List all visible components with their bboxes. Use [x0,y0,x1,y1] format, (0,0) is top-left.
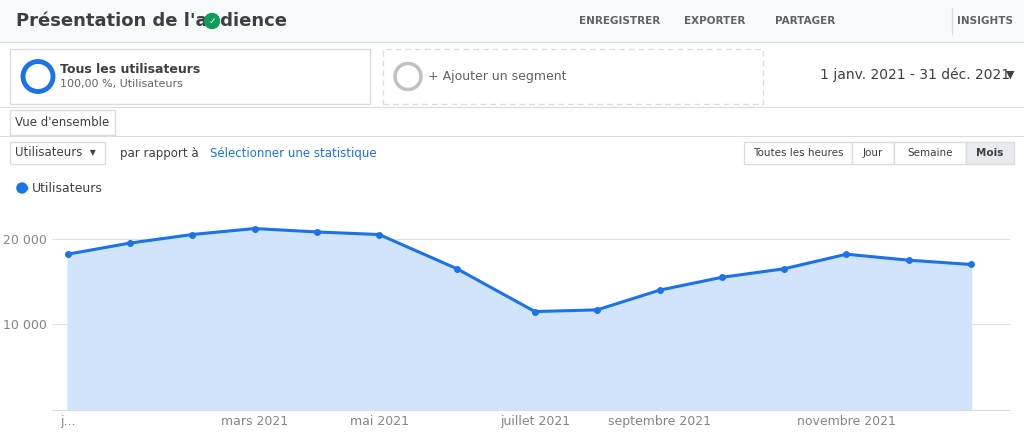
Text: Semaine: Semaine [907,148,952,158]
Point [59,251,76,258]
Point [371,231,387,238]
Point [714,274,730,281]
Text: EXPORTER: EXPORTER [684,16,745,26]
Text: Jour: Jour [863,148,883,158]
Point [900,257,916,264]
Point [308,229,325,236]
Circle shape [17,183,27,193]
Bar [0,0,1024,42]
FancyBboxPatch shape [10,142,105,164]
FancyBboxPatch shape [852,142,894,164]
Text: 100,00 %, Utilisateurs: 100,00 %, Utilisateurs [60,80,183,89]
Text: par rapport à: par rapport à [120,146,199,159]
Point [651,286,668,293]
Text: ✓: ✓ [208,17,216,25]
Point [776,265,793,272]
Text: Utilisateurs: Utilisateurs [32,181,102,194]
Text: ENREGISTRER: ENREGISTRER [580,16,660,26]
Point [839,251,855,258]
Text: Mois: Mois [976,148,1004,158]
Text: Utilisateurs  ▾: Utilisateurs ▾ [14,146,95,159]
Circle shape [205,14,219,28]
FancyBboxPatch shape [10,49,370,104]
FancyBboxPatch shape [383,49,763,104]
Point [184,231,201,238]
Text: Tous les utilisateurs: Tous les utilisateurs [60,63,201,76]
Text: Toutes les heures: Toutes les heures [753,148,843,158]
FancyBboxPatch shape [744,142,852,164]
Point [247,225,263,232]
Point [526,308,543,315]
Text: Vue d'ensemble: Vue d'ensemble [15,116,110,129]
Text: 1 janv. 2021 - 31 déc. 2021: 1 janv. 2021 - 31 déc. 2021 [820,67,1010,82]
Point [122,240,138,247]
Point [589,306,605,313]
Text: Présentation de l'audience: Présentation de l'audience [16,12,287,30]
Text: + Ajouter un segment: + Ajouter un segment [428,70,566,83]
Text: Sélectionner une statistique: Sélectionner une statistique [210,146,377,159]
FancyBboxPatch shape [10,110,115,135]
Text: PARTAGER: PARTAGER [775,16,836,26]
FancyBboxPatch shape [894,142,966,164]
Point [449,265,465,272]
Point [963,261,979,268]
FancyBboxPatch shape [966,142,1014,164]
Text: ▼: ▼ [1006,70,1015,80]
Text: INSIGHTS: INSIGHTS [957,16,1013,26]
